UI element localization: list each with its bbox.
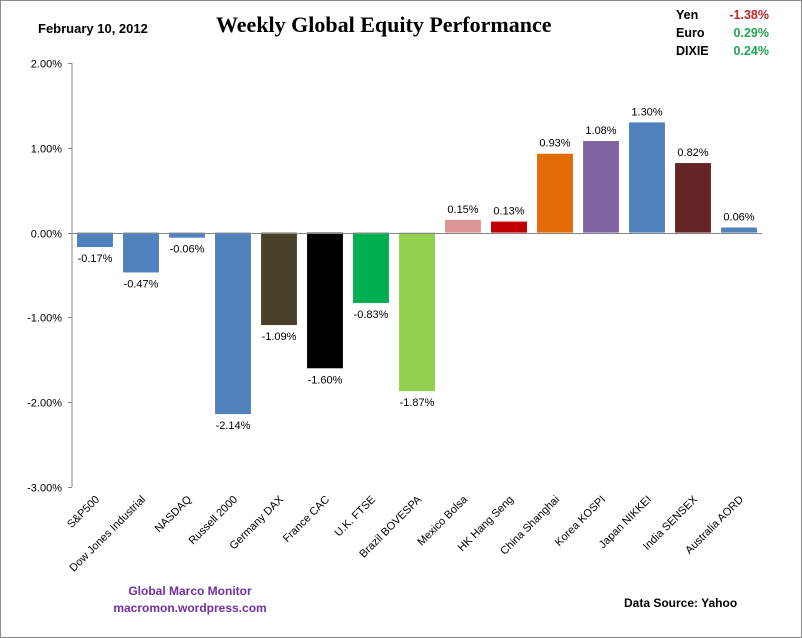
y-tick-label: 1.00% xyxy=(31,144,62,156)
bar xyxy=(261,232,297,326)
label-layer: -0.17% -0.47% -0.06% -2.14% -1.09% -1.60% -0.8… xyxy=(78,106,755,432)
bar xyxy=(629,122,665,233)
currency-value-euro: 0.29% xyxy=(733,26,769,40)
currency-value-yen: -1.38% xyxy=(729,8,769,22)
bar-layer xyxy=(77,122,757,415)
data-label: -0.17% xyxy=(78,253,113,265)
y-tick-label: 2.00% xyxy=(31,59,62,71)
category-label: Dow Jones Industrial xyxy=(67,494,148,575)
chart-title: Weekly Global Equity Performance xyxy=(216,12,552,37)
footer-brand: Global Marco Monitor macromon.wordpress.… xyxy=(0,583,380,617)
data-label: 0.93% xyxy=(539,138,570,150)
currency-name-dixie: DIXIE xyxy=(676,44,709,58)
bar xyxy=(307,232,343,369)
bar xyxy=(399,232,435,392)
data-label: 0.06% xyxy=(723,212,754,224)
brand-url[interactable]: macromon.wordpress.com xyxy=(113,601,267,615)
bar xyxy=(675,163,711,233)
currency-name-euro: Euro xyxy=(676,26,705,40)
report-date: February 10, 2012 xyxy=(38,21,148,36)
bar xyxy=(353,232,389,303)
data-label: -2.14% xyxy=(216,420,251,432)
data-label: -1.09% xyxy=(262,331,297,343)
y-tick-label: -3.00% xyxy=(27,483,62,495)
data-label: 1.08% xyxy=(585,125,616,137)
data-source: Data Source: Yahoo xyxy=(624,596,738,610)
data-label: -1.60% xyxy=(308,374,343,386)
data-label: 0.15% xyxy=(447,204,478,216)
bar xyxy=(77,232,113,248)
bar xyxy=(537,153,573,233)
bar xyxy=(445,219,481,233)
data-label: -0.83% xyxy=(354,309,389,321)
bar xyxy=(123,232,159,273)
y-tick-label: 0.00% xyxy=(31,229,62,241)
data-label: -0.47% xyxy=(124,278,159,290)
data-label: 1.30% xyxy=(631,106,662,118)
bar xyxy=(583,141,619,233)
y-tick-label: -2.00% xyxy=(27,398,62,410)
brand-name: Global Marco Monitor xyxy=(128,584,252,598)
bar xyxy=(491,221,527,233)
currency-name-yen: Yen xyxy=(676,8,699,22)
bar xyxy=(721,227,757,233)
y-tick-label: -1.00% xyxy=(27,313,62,325)
category-label: NASDAQ xyxy=(153,493,195,535)
data-label: 0.13% xyxy=(493,206,524,218)
category-label: U.K. FTSE xyxy=(332,494,378,540)
bar xyxy=(169,232,205,238)
category-label: S&P500 xyxy=(65,494,102,531)
data-label: -1.87% xyxy=(400,397,435,409)
axis-layer: 2.00% 1.00% 0.00% -1.00% -2.00% -3.00% xyxy=(27,59,762,495)
data-label: -0.06% xyxy=(170,244,205,256)
category-label: France CAC xyxy=(281,494,332,545)
currency-value-dixie: 0.24% xyxy=(733,44,769,58)
data-label: 0.82% xyxy=(677,147,708,159)
bar xyxy=(215,232,251,415)
